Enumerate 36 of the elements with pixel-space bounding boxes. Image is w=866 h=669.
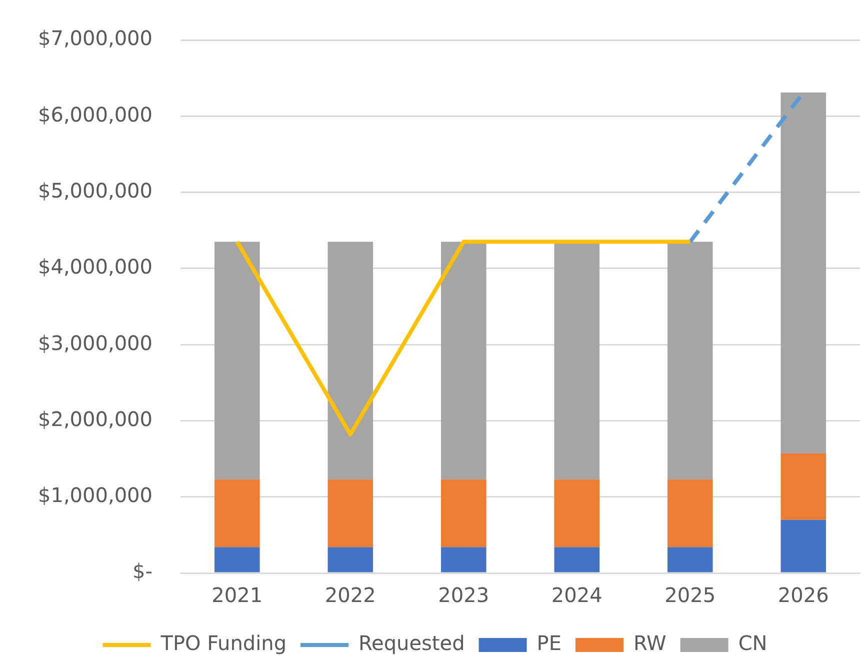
bar xyxy=(667,479,713,548)
x-tick-label: 2023 xyxy=(438,583,490,608)
legend-label: Requested xyxy=(358,631,465,656)
y-tick-label: $- xyxy=(132,559,153,584)
bar xyxy=(440,547,486,572)
y-tick-label: $2,000,000 xyxy=(38,406,153,431)
bar xyxy=(214,547,260,572)
x-tick-label: 2025 xyxy=(664,583,716,608)
bar xyxy=(554,242,600,480)
bar xyxy=(554,479,600,548)
bar xyxy=(328,479,374,548)
bar xyxy=(214,479,260,548)
y-tick-label: $4,000,000 xyxy=(38,254,153,279)
legend-label: CN xyxy=(738,631,768,656)
bar xyxy=(780,520,826,572)
bar xyxy=(554,547,600,572)
bar xyxy=(328,242,374,480)
bar xyxy=(780,92,826,454)
bar xyxy=(440,479,486,548)
x-tick-label: 2026 xyxy=(778,583,829,608)
bar xyxy=(440,242,486,480)
y-tick-label: $5,000,000 xyxy=(38,178,153,202)
bar xyxy=(780,453,826,520)
legend-label: PE xyxy=(536,631,562,656)
legend-label: RW xyxy=(633,631,667,656)
bar xyxy=(214,242,260,480)
y-tick-label: $6,000,000 xyxy=(38,102,153,126)
bar xyxy=(328,547,374,572)
x-tick-label: 2022 xyxy=(324,583,376,608)
y-tick-label: $1,000,000 xyxy=(38,483,153,508)
y-tick-label: $7,000,000 xyxy=(38,26,153,50)
legend-label: TPO Funding xyxy=(160,631,287,656)
x-tick-label: 2024 xyxy=(551,583,602,608)
bar xyxy=(667,547,713,572)
y-tick-label: $3,000,000 xyxy=(38,330,153,355)
x-tick-label: 2021 xyxy=(212,583,263,608)
